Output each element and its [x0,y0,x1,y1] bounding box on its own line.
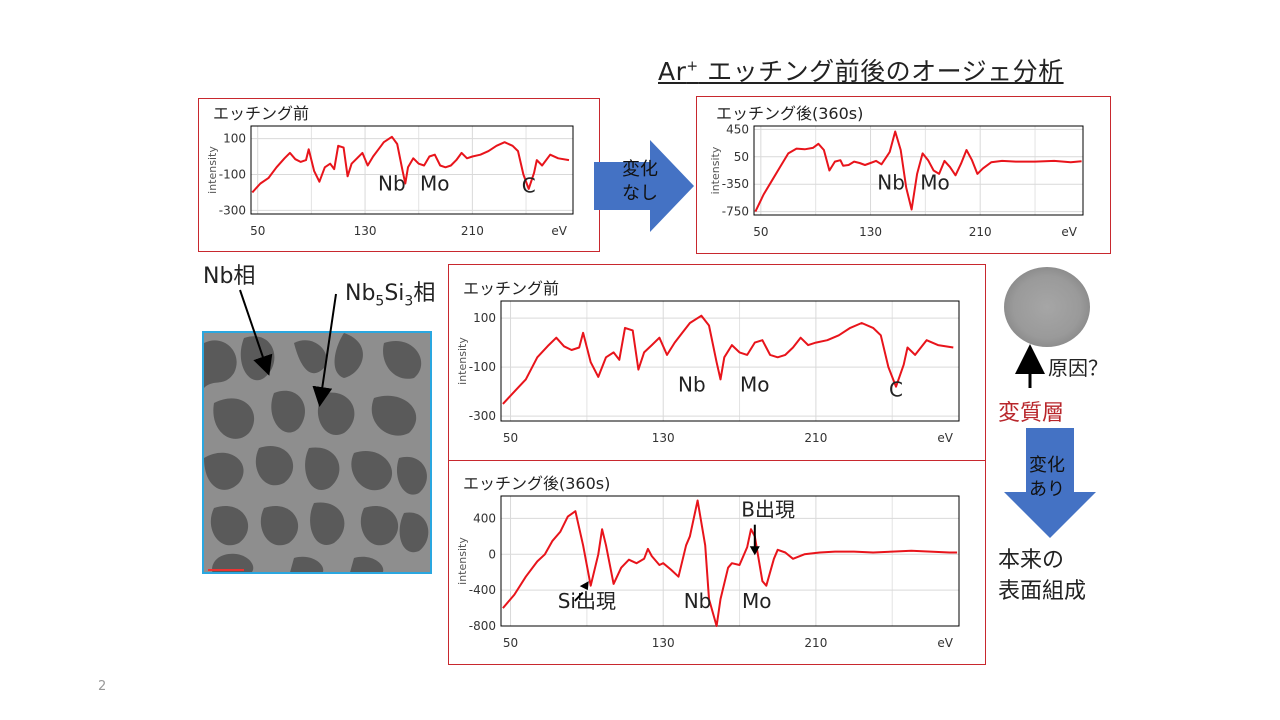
no-change-line2: なし [622,183,658,204]
peak-annotation: Nb [678,373,706,397]
peak-annotation: Mo [420,172,450,196]
peak-annotation: C [522,173,536,197]
x-tick-label: 210 [461,224,484,238]
x-tick-label: 130 [354,224,377,238]
y-tick-label: 400 [473,511,496,525]
microstructure-image [202,331,432,574]
x-axis-label: eV [937,431,953,445]
y-axis-label: intensity [206,146,219,194]
y-tick-label: -800 [469,619,496,633]
x-tick-label: 50 [503,636,518,650]
x-tick-label: 50 [503,431,518,445]
y-axis-label: intensity [456,537,469,585]
y-tick-label: -350 [722,177,749,191]
chart-frame-small-after: エッチング後(360s) 50 130 210 450 50 -350 -750 intensi… [696,96,1111,254]
slide-title: Ar+ エッチング前後のオージェ分析 [658,57,1064,86]
change-arrow-shape [1004,428,1096,538]
series-line [754,130,1082,213]
microstructure-pattern [204,333,430,572]
x-tick-label: 210 [969,225,992,239]
series-line [502,314,954,405]
peak-annotation: Mo [740,373,770,397]
change-line1: 変化 [1029,455,1065,476]
y-tick-label: -100 [219,167,246,181]
plot-area-border [753,125,1084,216]
change-line2: あり [1029,479,1065,500]
no-change-line1: 変化 [622,159,658,180]
series-line [251,135,570,194]
x-tick-label: 210 [804,431,827,445]
cause-label: 原因？ [1048,356,1108,380]
peak-annotation: Mo [742,589,772,613]
y-tick-label: 450 [726,122,749,136]
original-surface-line1: 本来の [998,548,1065,573]
y-tick-label: 100 [473,311,496,325]
b-arrow-head [749,546,760,556]
y-tick-label: 100 [223,132,246,146]
x-tick-label: 130 [652,636,675,650]
y-tick-label: 0 [488,547,496,561]
plot-area-border [250,125,574,215]
y-tick-label: -750 [722,205,749,219]
altered-layer-label: 変質層 [998,401,1065,426]
si-arrow-head [579,581,589,591]
chart-title: エッチング後(360s) [463,474,610,493]
y-axis-label: intensity [709,146,722,194]
x-tick-label: 130 [652,431,675,445]
no-change-label: 変化 なし [610,158,670,206]
change-label: 変化 あり [1017,454,1077,502]
sample-disc-image [1004,267,1090,347]
x-axis-label: eV [937,636,953,650]
y-tick-label: -300 [219,203,246,217]
chart-large-before: エッチング前 50 130 210 100 -100 -300 intensity eV Nb Mo… [456,279,960,445]
x-tick-label: 130 [859,225,882,239]
nb5si3-phase-arrow [312,293,337,407]
y-axis-label: intensity [456,337,469,385]
no-change-arrow [594,140,694,232]
peak-annotation: Si出現 [558,589,616,613]
plot-area-border [500,495,960,627]
change-arrow [1004,428,1096,538]
x-tick-label: 50 [753,225,768,239]
chart-frame-small-before: エッチング前 50 130 210 100 -100 -300 intensity eV Nb Mo… [198,98,600,252]
y-tick-label: -100 [469,360,496,374]
original-surface-label: 本来の 表面組成 [998,545,1086,607]
original-surface-line2: 表面組成 [998,579,1087,604]
nb-phase-label: Nb相 [203,264,256,289]
x-axis-label: eV [1061,225,1077,239]
y-tick-label: -300 [469,409,496,423]
peak-annotation: Mo [920,171,950,195]
peak-annotation: Nb [877,171,905,195]
nb-phase-arrow [239,289,273,376]
si-arrow-line [574,591,584,602]
peak-annotation: C [889,378,903,402]
chart-small-after: エッチング後(360s) 50 130 210 450 50 -350 -750intensi… [709,104,1084,239]
chart-large-after: エッチング後(360s) 50 130 210 400 0 -400 -800 intensit… [456,474,960,650]
peak-annotation: Nb [378,172,406,196]
chart-frame-large-before: エッチング前 50 130 210 100 -100 -300 intensity eV Nb Mo… [448,264,986,461]
nb5si3-phase-label: Nb5Si3相 [345,281,436,310]
x-axis-label: eV [551,224,567,238]
y-tick-label: 50 [734,150,749,164]
page-number: 2 [98,679,107,694]
chart-title: エッチング前 [463,279,559,298]
peak-annotation: Nb [684,589,712,613]
x-tick-label: 210 [804,636,827,650]
no-change-arrow-shape [594,140,694,232]
y-tick-label: -400 [469,583,496,597]
chart-title: エッチング後(360s) [716,104,863,123]
plot-area-border [500,300,960,422]
peak-annotation: B出現 [741,498,795,522]
chart-frame-large-after: エッチング後(360s) 50 130 210 400 0 -400 -800 intensit… [448,460,986,665]
series-line [502,499,958,627]
chart-title: エッチング前 [213,104,309,123]
x-tick-label: 50 [250,224,265,238]
